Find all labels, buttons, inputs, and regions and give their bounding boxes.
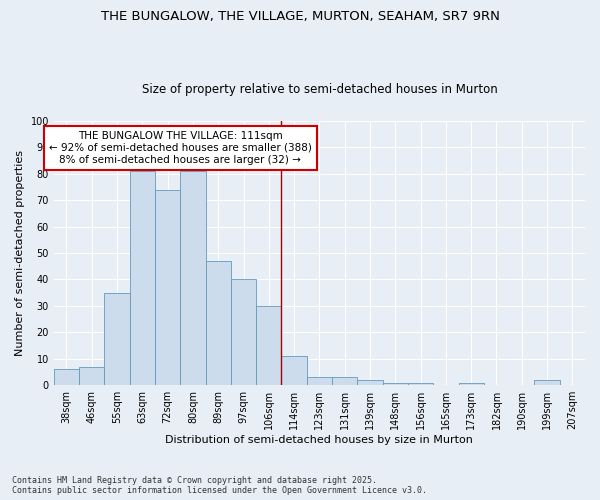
Bar: [383, 382, 408, 385]
Bar: [256, 306, 281, 385]
Text: THE BUNGALOW THE VILLAGE: 111sqm
← 92% of semi-detached houses are smaller (388): THE BUNGALOW THE VILLAGE: 111sqm ← 92% o…: [49, 132, 312, 164]
Bar: [307, 378, 332, 385]
Bar: [358, 380, 383, 385]
Bar: [332, 378, 358, 385]
Bar: [458, 382, 484, 385]
Bar: [180, 171, 206, 385]
X-axis label: Distribution of semi-detached houses by size in Murton: Distribution of semi-detached houses by …: [166, 435, 473, 445]
Bar: [231, 280, 256, 385]
Bar: [281, 356, 307, 385]
Bar: [206, 261, 231, 385]
Bar: [130, 171, 155, 385]
Bar: [79, 366, 104, 385]
Text: Contains HM Land Registry data © Crown copyright and database right 2025.
Contai: Contains HM Land Registry data © Crown c…: [12, 476, 427, 495]
Bar: [535, 380, 560, 385]
Bar: [54, 370, 79, 385]
Text: THE BUNGALOW, THE VILLAGE, MURTON, SEAHAM, SR7 9RN: THE BUNGALOW, THE VILLAGE, MURTON, SEAHA…: [101, 10, 499, 23]
Y-axis label: Number of semi-detached properties: Number of semi-detached properties: [15, 150, 25, 356]
Bar: [155, 190, 180, 385]
Bar: [408, 382, 433, 385]
Bar: [104, 292, 130, 385]
Title: Size of property relative to semi-detached houses in Murton: Size of property relative to semi-detach…: [142, 83, 497, 96]
